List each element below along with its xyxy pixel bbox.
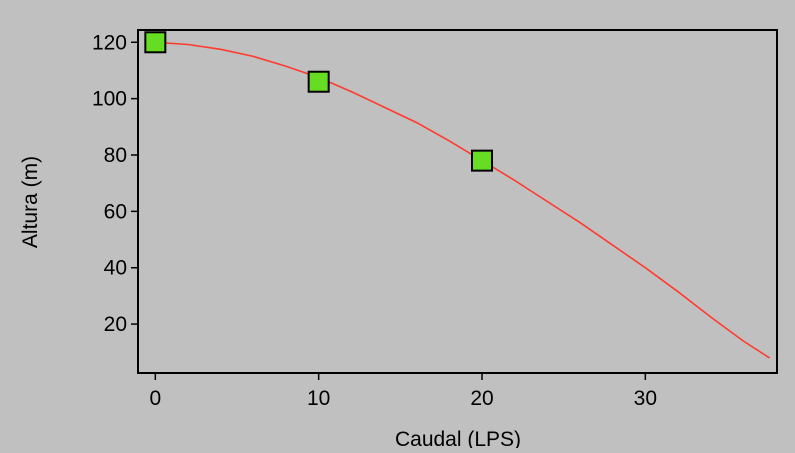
x-tick-label: 20 — [470, 387, 493, 410]
axes-layer: 0 10 20 30 20 40 60 80 100 120 — [92, 31, 657, 410]
pump-curve-line — [155, 41, 770, 359]
x-axis-label: Caudal (LPS) — [395, 428, 521, 448]
x-tick-label: 10 — [307, 387, 330, 410]
data-point-marker — [144, 31, 167, 54]
data-point-marker — [471, 149, 493, 172]
y-tick-label: 100 — [92, 88, 127, 111]
x-tick-label: 0 — [149, 387, 161, 410]
y-axis-label: Altura (m) — [19, 156, 42, 248]
data-point-marker — [307, 70, 330, 93]
y-tick-label: 20 — [104, 313, 127, 336]
x-tick-label: 30 — [634, 387, 657, 410]
y-tick-label: 80 — [104, 144, 127, 167]
series-layer — [144, 31, 770, 359]
y-tick-label: 120 — [92, 31, 127, 54]
y-tick-label: 40 — [104, 257, 127, 280]
plot-area — [137, 29, 778, 374]
y-tick-label: 60 — [104, 200, 127, 223]
